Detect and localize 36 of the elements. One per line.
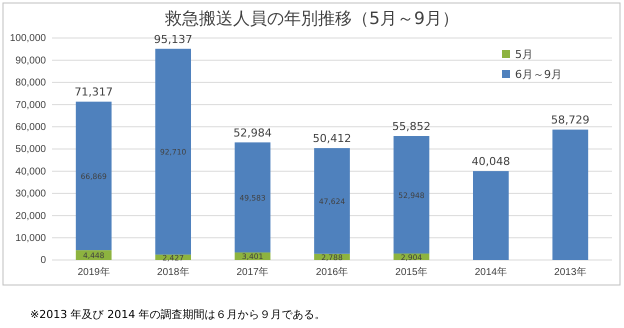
y-tick-label: 30,000 [15,188,46,200]
legend-label: 5月 [515,48,533,61]
bar [472,171,509,260]
bar [552,130,588,260]
total-label: 50,412 [312,132,352,146]
x-tick-label: 2019年 [78,266,110,278]
y-tick-label: 50,000 [15,144,46,156]
x-tick-label: 2015年 [395,266,428,278]
x-tick-label: 2017年 [236,266,269,278]
bar [394,136,430,254]
bar [155,48,192,255]
y-tick-label: 100,000 [10,33,46,44]
total-label: 71,317 [74,86,113,99]
y-tick-label: 80,000 [15,78,46,89]
total-label: 95,137 [154,32,192,46]
y-tick-label: 0 [40,255,46,266]
y-tick-label: 10,000 [15,233,46,244]
legend-label: 6月～9月 [515,68,562,81]
total-label: 52,984 [233,126,272,140]
y-tick-label: 20,000 [15,210,46,222]
x-tick-label: 2013年 [554,266,586,278]
total-label: 55,852 [392,120,431,134]
y-tick-label: 40,000 [15,166,46,178]
x-tick-label: 2016年 [316,266,348,278]
y-tick-label: 60,000 [15,122,46,133]
y-tick-label: 70,000 [15,100,46,111]
x-tick-label: 2014年 [474,266,507,278]
y-tick-label: 90,000 [15,55,46,66]
bar [234,142,270,252]
bar [314,148,350,254]
bar [76,102,112,250]
total-label: 58,729 [551,114,590,127]
text: ※2013 年及び 2014 年の調査期間は６月から９月である。 [30,308,326,321]
x-tick-label: 2018年 [157,266,190,278]
total-label: 40,048 [472,155,510,168]
chart-title: 救急搬送人員の年別推移（5月～9月） [164,9,459,29]
